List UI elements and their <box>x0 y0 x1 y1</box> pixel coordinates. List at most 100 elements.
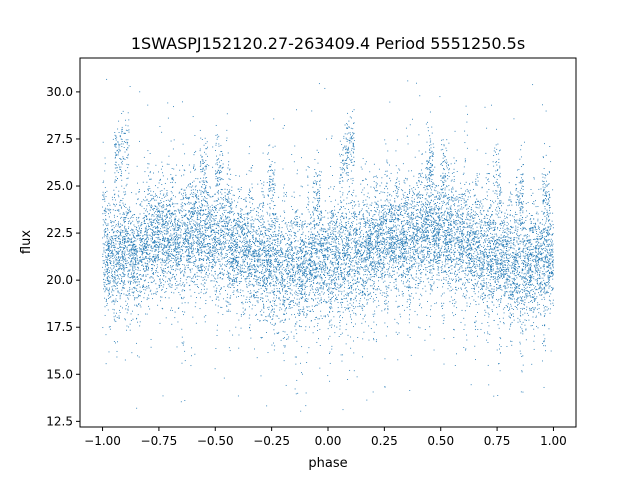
data-point <box>192 181 194 183</box>
data-point <box>331 326 332 328</box>
data-point <box>157 215 159 217</box>
data-point <box>464 277 466 279</box>
data-point <box>303 242 304 244</box>
data-point <box>427 234 429 236</box>
data-point <box>374 247 375 249</box>
data-point <box>425 273 427 275</box>
data-point <box>123 274 125 276</box>
data-point <box>497 186 499 188</box>
data-point <box>232 252 234 254</box>
data-point <box>166 258 168 260</box>
data-point <box>200 190 202 192</box>
data-point <box>117 252 118 254</box>
data-point <box>275 261 277 263</box>
data-point <box>427 220 429 222</box>
data-point <box>348 233 350 235</box>
data-point <box>144 231 145 233</box>
data-point <box>211 300 213 302</box>
data-point <box>421 206 423 208</box>
data-point <box>346 245 348 247</box>
data-point <box>257 233 259 235</box>
data-point <box>254 297 256 299</box>
data-point <box>424 211 426 213</box>
data-point <box>238 240 240 242</box>
data-point <box>493 247 495 249</box>
data-point <box>335 294 336 296</box>
data-point <box>177 237 179 239</box>
data-point <box>154 256 156 257</box>
data-point <box>386 296 388 298</box>
data-point <box>525 319 527 321</box>
data-point <box>409 203 411 205</box>
data-point <box>123 141 125 142</box>
data-point <box>391 208 393 210</box>
data-point <box>348 120 350 122</box>
data-point <box>169 248 171 250</box>
data-point <box>309 270 311 272</box>
data-point <box>205 214 207 215</box>
data-point <box>185 250 187 252</box>
data-point <box>102 262 104 264</box>
data-point <box>122 239 124 241</box>
data-point <box>356 240 358 242</box>
data-point <box>492 223 494 225</box>
data-point <box>118 209 120 211</box>
data-point <box>334 254 335 256</box>
data-point <box>450 215 452 217</box>
data-point <box>155 291 157 293</box>
data-point <box>328 338 329 340</box>
data-point <box>404 257 406 259</box>
data-point <box>286 334 288 336</box>
data-point <box>275 233 277 235</box>
data-point <box>280 235 281 237</box>
data-point <box>295 257 297 259</box>
data-point <box>445 232 447 234</box>
data-point <box>355 227 357 229</box>
data-point <box>289 304 290 305</box>
data-point <box>426 271 428 272</box>
data-point <box>389 177 391 179</box>
data-point <box>106 256 108 258</box>
data-point <box>102 191 104 193</box>
data-point <box>231 230 233 231</box>
data-point <box>540 259 542 261</box>
data-point <box>529 275 531 277</box>
data-point <box>506 262 508 264</box>
data-point <box>545 254 547 256</box>
data-point <box>353 201 355 202</box>
data-point <box>486 179 488 181</box>
data-point <box>395 259 397 261</box>
data-point <box>267 213 268 215</box>
data-point <box>336 238 337 240</box>
data-point <box>425 214 426 216</box>
data-point <box>168 205 170 206</box>
data-point <box>479 249 481 251</box>
data-point <box>391 258 393 259</box>
data-point <box>215 215 217 217</box>
data-point <box>256 259 258 261</box>
data-point <box>439 254 441 256</box>
data-point <box>443 161 444 163</box>
data-point <box>200 231 202 233</box>
data-point <box>371 263 373 265</box>
data-point <box>280 256 282 258</box>
data-point <box>290 255 292 257</box>
data-point <box>538 228 540 230</box>
data-point <box>354 249 356 251</box>
data-point <box>129 249 131 251</box>
data-point <box>436 222 438 224</box>
data-point <box>382 250 384 252</box>
data-point <box>166 214 168 216</box>
data-point <box>398 214 399 216</box>
data-point <box>110 235 112 237</box>
data-point <box>307 273 309 275</box>
data-point <box>451 290 452 292</box>
data-point <box>310 223 312 225</box>
data-point <box>542 194 544 196</box>
data-point <box>146 232 148 233</box>
data-point <box>420 176 422 178</box>
data-point <box>249 249 251 251</box>
data-point <box>369 227 371 229</box>
data-point <box>113 290 115 292</box>
